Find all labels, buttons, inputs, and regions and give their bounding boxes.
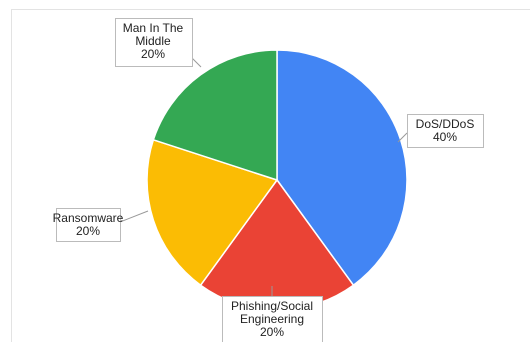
slice-percent-label: 20%	[141, 47, 165, 61]
callout-box	[407, 114, 484, 148]
pie-slices	[146, 49, 408, 311]
callout-leader-line	[191, 57, 202, 68]
callout-leader-line	[119, 210, 149, 223]
slice-label: Phishing/Social	[231, 299, 313, 313]
slice-percent-label: 20%	[76, 224, 100, 238]
slice-percent-label: 20%	[260, 325, 284, 339]
slice-label: Man In The	[123, 21, 184, 35]
slice-label: Middle	[135, 34, 171, 48]
pie-slice-man-in-the-middle[interactable]	[152, 49, 278, 182]
frame-border-top	[11, 9, 530, 10]
callout-box	[115, 18, 193, 67]
slice-label: DoS/DDoS	[416, 117, 475, 131]
callout-box	[56, 208, 121, 242]
frame-border-left	[11, 9, 12, 342]
callout-leader-line	[397, 132, 408, 143]
callout-box	[222, 296, 323, 342]
slice-label: Ransomware	[53, 211, 124, 225]
slice-percent-label: 40%	[433, 130, 457, 144]
slice-label: Engineering	[240, 312, 304, 326]
pie-slice-ransomware[interactable]	[146, 138, 279, 287]
